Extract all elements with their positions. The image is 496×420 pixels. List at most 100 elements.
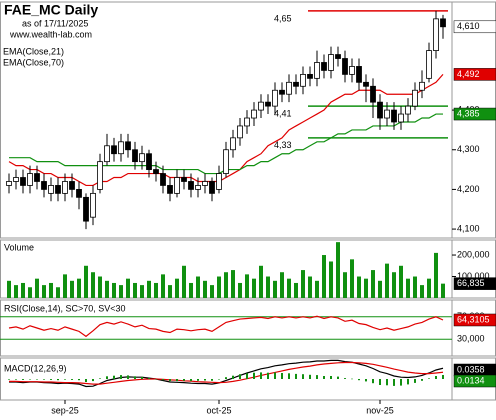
volume-bar xyxy=(357,276,361,298)
volume-bar xyxy=(427,278,431,298)
volume-bar xyxy=(343,272,347,298)
candle-body xyxy=(6,181,12,186)
value-tag-label: 4,610 xyxy=(457,21,480,31)
volume-bar xyxy=(133,282,137,298)
volume-bar xyxy=(441,283,445,298)
histogram-bar xyxy=(85,379,87,382)
candle-body xyxy=(160,173,166,186)
volume-bar xyxy=(224,272,228,298)
volume-bar xyxy=(182,265,186,298)
histogram-bar xyxy=(421,379,423,381)
candle-body xyxy=(426,50,432,79)
candle-body xyxy=(342,58,348,75)
volume-bar xyxy=(294,282,298,298)
legend-entry: EMA(Close,70) xyxy=(3,57,64,67)
histogram-bar xyxy=(309,374,311,379)
volume-bar xyxy=(420,285,424,298)
rsi-line xyxy=(8,315,444,338)
candle-body xyxy=(125,141,131,151)
histogram-bar xyxy=(246,373,248,379)
candle-body xyxy=(328,54,334,71)
candle-body xyxy=(216,173,222,190)
histogram-bar xyxy=(71,379,73,380)
value-tag-label: 4,492 xyxy=(457,69,480,79)
candle-body xyxy=(300,73,306,87)
histogram-bar xyxy=(36,379,38,380)
candle-body xyxy=(321,62,327,71)
volume-bar xyxy=(63,274,67,298)
candle-body xyxy=(62,181,68,194)
volume-bar xyxy=(266,276,270,298)
candle-body xyxy=(293,81,299,87)
candle-body xyxy=(20,177,26,186)
candle-body xyxy=(34,173,40,182)
candle-body xyxy=(433,18,439,51)
volume-bar xyxy=(42,285,46,298)
volume-bar xyxy=(350,259,354,298)
value-tag xyxy=(453,20,496,34)
histogram-bar xyxy=(442,374,444,379)
volume-bar xyxy=(406,278,410,298)
x-tick-label: sep-25 xyxy=(51,405,79,415)
candle-body xyxy=(195,185,201,190)
volume-bar xyxy=(7,280,11,298)
panel-title: RSI(Close,14), SC>70, SV<30 xyxy=(4,303,126,313)
histogram-bar xyxy=(155,379,157,380)
candle-body xyxy=(244,117,250,127)
histogram-bar xyxy=(197,379,199,381)
value-tag xyxy=(453,107,496,121)
volume-bar xyxy=(98,276,102,298)
volume-bar xyxy=(371,270,375,298)
volume-bar xyxy=(364,278,368,298)
histogram-bar xyxy=(64,379,66,380)
y-tick-label: 100,000 xyxy=(457,271,490,281)
chart-title: FAE_MC Daily xyxy=(4,2,98,18)
candle-body xyxy=(223,149,229,174)
candle-body xyxy=(265,101,271,107)
candle-body xyxy=(405,105,411,115)
value-tag-label: 64,3105 xyxy=(457,314,490,324)
volume-bar xyxy=(70,280,74,298)
level-label: 4,65 xyxy=(274,13,292,23)
histogram-bar xyxy=(400,379,402,386)
volume-bar xyxy=(231,270,235,298)
histogram-bar xyxy=(267,372,269,379)
candle-body xyxy=(146,153,152,170)
subtitle: as of 17/11/2025 xyxy=(22,18,88,28)
y-tick-label: 200,000 xyxy=(457,249,490,259)
value-tag-label: 4,385 xyxy=(457,108,480,118)
volume-bar xyxy=(308,276,312,298)
volume-bar xyxy=(259,265,263,298)
histogram-bar xyxy=(183,379,185,381)
legend-entry: EMA(Close,21) xyxy=(3,46,64,56)
volume-bar xyxy=(112,282,116,298)
histogram-bar xyxy=(386,379,388,386)
level-label: 4,33 xyxy=(274,140,292,150)
volume-bar xyxy=(189,282,193,298)
histogram-bar xyxy=(260,372,262,379)
candle-body xyxy=(48,185,54,194)
candle-body xyxy=(349,66,355,75)
volume-bar xyxy=(161,274,165,298)
volume-bar xyxy=(168,285,172,298)
candle-body xyxy=(167,185,173,194)
candle-body xyxy=(104,145,110,163)
volume-bar xyxy=(84,265,88,298)
histogram-bar xyxy=(29,379,31,380)
volume-bar xyxy=(399,265,403,298)
volume-bar xyxy=(287,278,291,298)
candle-body xyxy=(139,153,145,163)
histogram-bar xyxy=(365,379,367,382)
histogram-bar xyxy=(15,379,17,380)
candle-body xyxy=(237,125,243,139)
histogram-bar xyxy=(148,378,150,379)
candle-body xyxy=(307,73,313,79)
histogram-bar xyxy=(176,379,178,382)
panel-title: MACD(12,26,9) xyxy=(4,363,67,373)
histogram-bar xyxy=(113,375,115,379)
histogram-bar xyxy=(281,373,283,379)
volume-bar xyxy=(35,278,39,298)
volume-bar xyxy=(105,280,109,298)
y-tick-label: 4,100 xyxy=(457,223,480,233)
